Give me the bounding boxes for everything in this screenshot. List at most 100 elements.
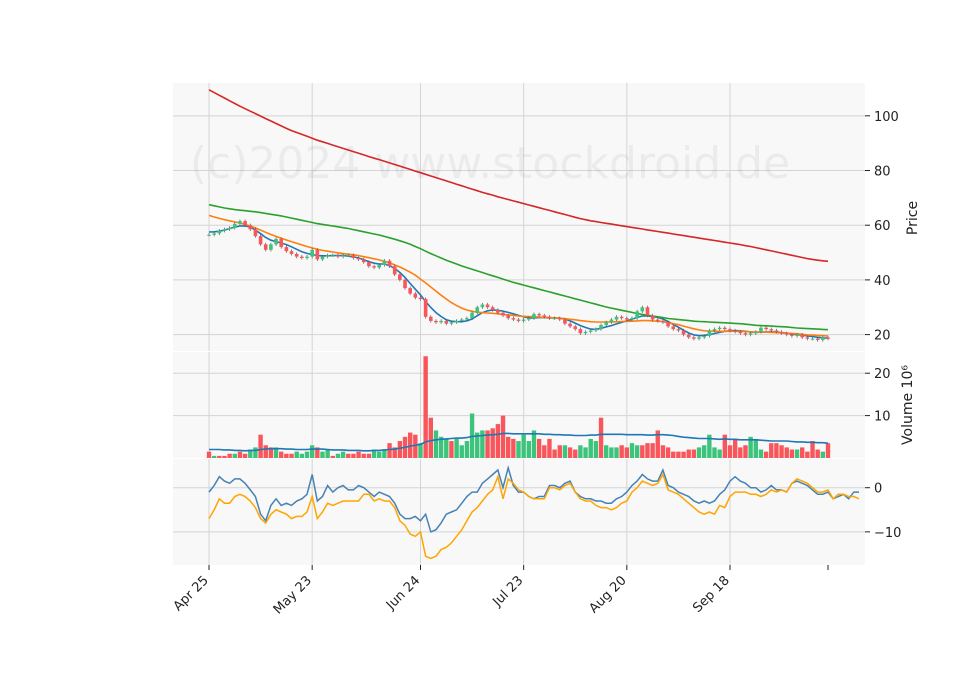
candle-body <box>248 225 253 230</box>
volume-bar <box>805 451 810 458</box>
volume-bar <box>578 445 583 458</box>
volume-bar <box>490 428 495 458</box>
volume-bar <box>593 441 599 458</box>
volume-bar <box>624 447 630 458</box>
price-axis-title: Price <box>905 201 921 235</box>
volume-bar <box>227 453 232 458</box>
candle-body <box>212 233 216 235</box>
price-tick-label: 100 <box>874 110 899 125</box>
volume-bar <box>712 447 717 458</box>
volume-bar <box>516 441 521 458</box>
candle-body <box>217 230 222 234</box>
candle-body <box>387 260 392 267</box>
volume-bar <box>552 449 557 458</box>
candle-body <box>222 229 227 231</box>
candle-body <box>434 320 438 323</box>
volume-bar <box>454 438 459 458</box>
volume-bar <box>309 445 315 458</box>
grid-lines <box>173 83 865 565</box>
candle-body <box>537 314 541 316</box>
candle-body <box>372 266 376 268</box>
candle-body <box>784 333 789 335</box>
volume-bar <box>480 430 485 458</box>
volume-bar <box>810 441 815 458</box>
candle-body <box>542 315 547 317</box>
candle-body <box>671 326 676 330</box>
price-tick-label: 60 <box>874 219 891 234</box>
volume-bar <box>423 356 428 458</box>
volume-bar <box>603 445 609 458</box>
volume-bar <box>640 445 645 458</box>
candle-body <box>681 330 686 335</box>
candle-body <box>532 314 536 319</box>
candle-body <box>779 331 784 334</box>
volume-bar <box>206 451 212 458</box>
candle-body <box>733 330 737 332</box>
volume-bar <box>505 436 511 458</box>
candle-body <box>336 255 340 257</box>
price-tick-label: 20 <box>874 329 891 344</box>
indicator-tick-label: −10 <box>874 526 901 541</box>
volume-bar <box>418 443 423 458</box>
candle-body <box>470 312 474 319</box>
volume-bar <box>763 451 769 458</box>
volume-bar <box>433 430 439 458</box>
candle-body <box>547 316 552 319</box>
volume-bar <box>732 438 738 458</box>
candle-body <box>480 304 485 308</box>
volume-bar <box>356 451 361 458</box>
candle-body <box>805 337 810 339</box>
volume-bar <box>743 445 748 458</box>
candle-body <box>253 229 258 237</box>
volume-bar <box>222 455 227 458</box>
volume-bar <box>676 451 681 458</box>
volume-bar <box>351 453 356 458</box>
candle-body <box>748 333 753 335</box>
candle-body <box>341 255 345 257</box>
candle-body <box>496 309 500 313</box>
candle-body <box>655 319 660 321</box>
volume-bar <box>671 451 676 458</box>
candle-body <box>207 234 211 236</box>
volume-bar <box>727 445 733 458</box>
candle-body <box>826 337 830 339</box>
candle-body <box>604 322 608 326</box>
volume-bar <box>820 451 826 458</box>
volume-bar <box>774 443 779 458</box>
candle-body <box>403 279 407 289</box>
volume-bar <box>707 434 712 458</box>
volume-bar <box>686 449 691 458</box>
candle-body <box>485 304 490 308</box>
volume-bar <box>691 449 697 458</box>
volume-bar <box>511 438 516 458</box>
volume-bar <box>392 447 397 458</box>
volume-bar <box>536 438 542 458</box>
volume-bar <box>815 449 820 458</box>
volume-bar <box>769 443 774 458</box>
candle-body <box>573 326 578 330</box>
candle-body <box>413 293 418 298</box>
candle-body <box>289 251 294 254</box>
date-tick-label: May 23 <box>271 573 315 617</box>
candle-body <box>650 315 655 320</box>
volume-bar <box>794 449 800 458</box>
volume-bar <box>464 441 470 458</box>
price-tick-label: 40 <box>874 274 891 289</box>
moving-average-line <box>208 89 829 263</box>
volume-bar <box>531 430 537 458</box>
volume-bar <box>500 415 506 458</box>
volume-bar <box>547 438 552 458</box>
volume-bar <box>696 447 702 458</box>
candle-body <box>465 318 469 320</box>
candle-body <box>661 320 665 323</box>
volume-bar <box>789 449 795 458</box>
candle-body <box>692 337 696 339</box>
volume-bar <box>232 453 237 458</box>
candle-body <box>501 312 505 316</box>
volume-average-line <box>209 432 829 452</box>
candle-body <box>795 334 799 336</box>
volume-bar <box>779 445 784 458</box>
candle-body <box>676 329 681 331</box>
volume-bar <box>660 445 666 458</box>
candle-body <box>686 334 691 338</box>
